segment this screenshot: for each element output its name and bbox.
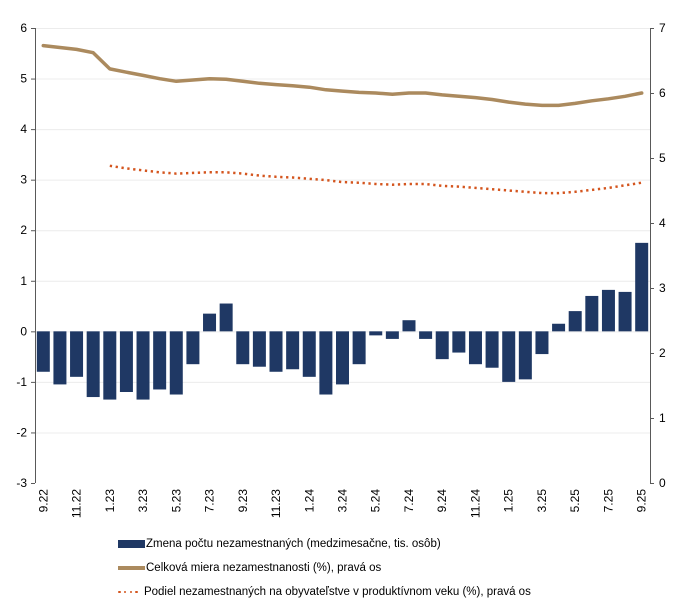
bar [86, 331, 100, 398]
bar [252, 331, 266, 367]
bar [119, 331, 133, 392]
x-axis-tick-label: 7.25 [601, 489, 615, 513]
x-axis-tick-label: 9.23 [236, 489, 250, 513]
solid-line-swatch-icon [118, 566, 145, 570]
bar-series-swatch-icon [118, 540, 145, 548]
bar [153, 331, 167, 390]
x-axis-tick-label: 3.23 [136, 489, 150, 513]
chart-legend: Zmena počtu nezamestnaných (medzimesačne… [118, 532, 531, 604]
bar [568, 311, 582, 332]
bar [103, 331, 117, 400]
bar [286, 331, 300, 370]
left-axis-tick-label: -2 [16, 425, 27, 439]
bar [452, 331, 466, 353]
bar [186, 331, 200, 365]
left-axis-tick-label: 3 [20, 173, 27, 187]
bar [136, 331, 150, 400]
bar [535, 331, 549, 355]
bar [402, 320, 416, 332]
bar [219, 303, 233, 332]
x-axis-tick-label: 5.23 [169, 489, 183, 513]
right-axis-tick-label: 2 [659, 346, 666, 360]
x-axis-tick-label: 9.25 [635, 489, 649, 513]
right-axis-tick-label: 4 [659, 216, 666, 230]
x-axis-tick-label: 3.25 [535, 489, 549, 513]
x-axis-tick-label: 11.22 [70, 489, 84, 518]
legend-label-bars: Zmena počtu nezamestnaných (medzimesačne… [146, 538, 441, 550]
left-axis-tick-label: 0 [20, 324, 27, 338]
bar [269, 331, 283, 372]
left-axis-tick-label: 6 [20, 21, 27, 35]
bar [319, 331, 333, 395]
x-axis-tick-label: 11.23 [269, 489, 283, 518]
bar [53, 331, 67, 385]
x-axis-tick-label: 1.23 [103, 489, 117, 513]
bar [435, 331, 449, 360]
right-axis-tick-label: 5 [659, 151, 666, 165]
dotted-line-swatch-icon [118, 590, 138, 594]
x-axis-tick-label: 5.25 [568, 489, 582, 513]
bar [419, 331, 433, 339]
x-axis-tick-label: 7.23 [203, 489, 217, 513]
legend-item-bars: Zmena počtu nezamestnaných (medzimesačne… [118, 532, 531, 556]
legend-label-dotted-line: Podiel nezamestnaných na obyvateľstve v … [143, 586, 531, 598]
chart-plot-area: 6 5 4 3 2 1 0 -1 -2 -3 7 6 5 4 3 2 1 0 9.22 11.22 1.23 3.23 5.… [16, 21, 666, 518]
left-axis-tick-label: -3 [16, 476, 27, 490]
bar [485, 331, 499, 368]
x-axis-tick-label: 1.24 [302, 489, 316, 513]
legend-item-dotted-line: Podiel nezamestnaných na obyvateľstve v … [118, 580, 531, 604]
bar [352, 331, 366, 365]
legend-item-solid-line: Celková miera nezamestnanosti (%), pravá… [118, 556, 531, 580]
bar [518, 331, 532, 380]
bar [635, 242, 649, 332]
bar [468, 331, 482, 365]
right-axis-tick-label: 3 [659, 281, 666, 295]
right-axis-tick-label: 6 [659, 86, 666, 100]
bar [169, 331, 183, 395]
bar [36, 331, 50, 372]
bar [585, 295, 599, 332]
bar [618, 291, 632, 332]
right-axis-tick-label: 1 [659, 411, 666, 425]
bar [70, 331, 84, 377]
bar [601, 289, 615, 332]
x-axis-tick-label: 9.24 [435, 489, 449, 513]
right-axis-tick-label: 0 [659, 476, 666, 490]
left-axis-tick-label: 5 [20, 72, 27, 86]
bar [385, 331, 399, 339]
bar [236, 331, 250, 365]
left-axis-tick-label: 1 [20, 274, 27, 288]
x-axis-tick-label: 9.22 [36, 489, 50, 513]
bar [336, 331, 349, 385]
x-axis-tick-label: 1.25 [502, 489, 516, 513]
x-axis-tick-label: 11.24 [468, 489, 482, 518]
x-axis-tick-label: 7.24 [402, 489, 416, 513]
bar [369, 331, 383, 336]
bar [203, 313, 217, 332]
left-axis-tick-label: 4 [20, 122, 27, 136]
left-axis-tick-label: 2 [20, 223, 27, 237]
bar [502, 331, 516, 382]
left-axis-tick-label: -1 [16, 375, 27, 389]
right-axis-tick-label: 7 [659, 21, 666, 35]
solid-line-series [41, 43, 644, 108]
bar [302, 331, 316, 377]
dotted-line-series [109, 164, 642, 195]
x-axis-tick-label: 3.24 [336, 489, 350, 513]
x-axis-tick-label: 5.24 [369, 489, 383, 513]
legend-label-solid-line: Celková miera nezamestnanosti (%), pravá… [146, 562, 382, 574]
bar [552, 323, 566, 332]
